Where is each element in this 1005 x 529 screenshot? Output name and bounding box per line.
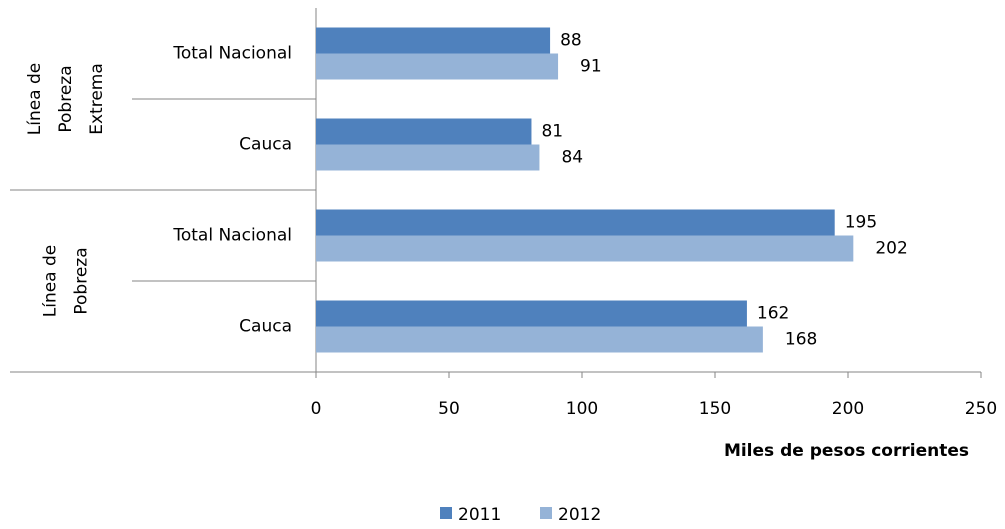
- category-label: Total Nacional: [172, 226, 292, 246]
- x-tick-label: 50: [438, 399, 460, 419]
- bar-2011: [316, 27, 551, 54]
- x-tick-label: 100: [566, 399, 598, 419]
- group-label-line: Pobreza: [72, 247, 92, 314]
- legend: 2011 2012: [440, 505, 601, 525]
- legend-label: 2011: [458, 505, 501, 525]
- category-label: Cauca: [239, 317, 292, 337]
- x-tick-label: 150: [699, 399, 731, 419]
- group-label-line: Pobreza: [56, 65, 76, 132]
- data-label: 81: [541, 122, 563, 142]
- data-label: 84: [561, 148, 583, 168]
- bar-2012: [316, 235, 854, 262]
- data-label: 202: [875, 239, 907, 259]
- data-label: 88: [560, 31, 582, 51]
- legend-swatch: [540, 507, 552, 519]
- labels-layer: Línea de Pobreza Extrema Total Nacional Cauc…: [25, 31, 997, 420]
- category-label: Total Nacional: [172, 44, 292, 64]
- category-label: Cauca: [239, 135, 292, 155]
- data-label: 91: [580, 57, 602, 77]
- group-label-line: Línea de: [41, 245, 61, 318]
- bar-2011: [316, 300, 747, 327]
- data-label: 168: [785, 330, 817, 350]
- bars-layer: [316, 27, 854, 353]
- x-axis-title: Miles de pesos corrientes: [724, 441, 969, 461]
- bar-2011: [316, 209, 835, 236]
- x-tick-label: 250: [965, 399, 997, 419]
- x-tick-label: 200: [832, 399, 864, 419]
- group-label-line: Extrema: [87, 63, 107, 135]
- bar-2012: [316, 144, 540, 171]
- data-label: 195: [845, 213, 877, 233]
- group-label-line: Línea de: [25, 63, 45, 136]
- bar-2012: [316, 53, 559, 80]
- data-label: 162: [757, 304, 789, 324]
- x-tick-label: 0: [311, 399, 322, 419]
- bar-2011: [316, 118, 532, 145]
- legend-swatch: [440, 507, 452, 519]
- bar-2012: [316, 326, 763, 353]
- legend-label: 2012: [558, 505, 601, 525]
